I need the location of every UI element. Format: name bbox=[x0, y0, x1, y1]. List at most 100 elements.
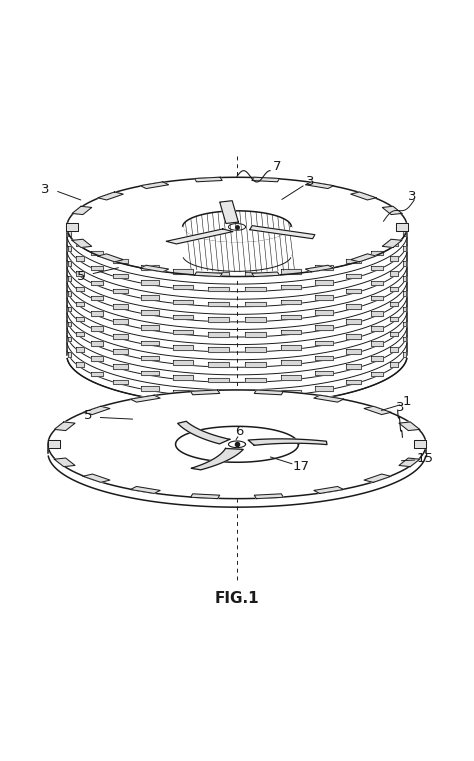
Text: 15: 15 bbox=[417, 452, 434, 465]
Polygon shape bbox=[252, 272, 280, 276]
Polygon shape bbox=[113, 334, 128, 339]
Polygon shape bbox=[403, 291, 406, 296]
Polygon shape bbox=[113, 380, 128, 384]
Polygon shape bbox=[315, 386, 333, 390]
Polygon shape bbox=[281, 375, 301, 380]
Polygon shape bbox=[166, 229, 233, 244]
Polygon shape bbox=[67, 177, 407, 276]
Polygon shape bbox=[245, 302, 265, 307]
Polygon shape bbox=[68, 337, 71, 342]
Polygon shape bbox=[68, 276, 71, 281]
Polygon shape bbox=[245, 362, 265, 367]
Polygon shape bbox=[91, 326, 103, 331]
Polygon shape bbox=[254, 494, 283, 498]
Text: 5: 5 bbox=[77, 270, 85, 283]
Polygon shape bbox=[173, 375, 193, 380]
Polygon shape bbox=[391, 347, 398, 352]
Polygon shape bbox=[371, 371, 383, 376]
Polygon shape bbox=[403, 337, 406, 342]
Polygon shape bbox=[209, 393, 229, 397]
Polygon shape bbox=[364, 406, 391, 415]
Polygon shape bbox=[141, 265, 159, 269]
Polygon shape bbox=[371, 296, 383, 301]
Polygon shape bbox=[98, 254, 123, 262]
Polygon shape bbox=[209, 287, 229, 291]
Polygon shape bbox=[140, 182, 169, 189]
Polygon shape bbox=[76, 301, 83, 306]
Polygon shape bbox=[91, 266, 103, 270]
Polygon shape bbox=[191, 390, 220, 395]
Polygon shape bbox=[76, 347, 83, 352]
Polygon shape bbox=[245, 317, 265, 322]
Polygon shape bbox=[98, 192, 123, 200]
Polygon shape bbox=[141, 341, 159, 345]
Polygon shape bbox=[403, 261, 406, 266]
Polygon shape bbox=[72, 239, 92, 247]
Polygon shape bbox=[141, 310, 159, 315]
Polygon shape bbox=[281, 390, 301, 395]
Polygon shape bbox=[68, 231, 71, 235]
Polygon shape bbox=[346, 274, 361, 279]
Polygon shape bbox=[55, 458, 75, 466]
Polygon shape bbox=[305, 182, 334, 189]
Polygon shape bbox=[55, 422, 75, 431]
Polygon shape bbox=[346, 349, 361, 354]
Polygon shape bbox=[314, 486, 344, 493]
Polygon shape bbox=[173, 300, 193, 304]
Polygon shape bbox=[245, 393, 265, 397]
Polygon shape bbox=[141, 371, 159, 375]
Polygon shape bbox=[209, 272, 229, 276]
Polygon shape bbox=[346, 380, 361, 384]
Polygon shape bbox=[315, 326, 333, 330]
Polygon shape bbox=[346, 259, 361, 263]
Polygon shape bbox=[245, 377, 265, 382]
Polygon shape bbox=[76, 362, 83, 367]
Polygon shape bbox=[68, 291, 71, 296]
Polygon shape bbox=[113, 349, 128, 354]
Polygon shape bbox=[391, 332, 398, 336]
Polygon shape bbox=[391, 256, 398, 261]
Polygon shape bbox=[141, 386, 159, 390]
Polygon shape bbox=[315, 295, 333, 300]
Polygon shape bbox=[194, 177, 222, 182]
Polygon shape bbox=[245, 287, 265, 291]
Polygon shape bbox=[140, 266, 169, 272]
Polygon shape bbox=[391, 287, 398, 291]
Polygon shape bbox=[281, 315, 301, 320]
Polygon shape bbox=[76, 317, 83, 321]
Text: FIG.1: FIG.1 bbox=[215, 591, 259, 607]
Polygon shape bbox=[391, 362, 398, 367]
Polygon shape bbox=[351, 254, 376, 262]
Polygon shape bbox=[91, 341, 103, 345]
Polygon shape bbox=[68, 322, 71, 326]
Polygon shape bbox=[403, 352, 406, 356]
Polygon shape bbox=[178, 422, 230, 444]
Polygon shape bbox=[173, 330, 193, 335]
Polygon shape bbox=[91, 250, 103, 255]
Polygon shape bbox=[315, 371, 333, 375]
Polygon shape bbox=[76, 272, 83, 276]
Polygon shape bbox=[371, 250, 383, 255]
Polygon shape bbox=[403, 322, 406, 326]
Polygon shape bbox=[371, 281, 383, 285]
Polygon shape bbox=[371, 356, 383, 361]
Polygon shape bbox=[113, 289, 128, 294]
Polygon shape bbox=[68, 352, 71, 356]
Polygon shape bbox=[248, 439, 327, 445]
Text: 7: 7 bbox=[273, 161, 282, 174]
Polygon shape bbox=[141, 326, 159, 330]
Polygon shape bbox=[315, 265, 333, 269]
Polygon shape bbox=[371, 326, 383, 331]
Polygon shape bbox=[130, 395, 160, 402]
Polygon shape bbox=[364, 474, 391, 482]
Polygon shape bbox=[254, 390, 283, 395]
Polygon shape bbox=[245, 272, 265, 276]
Polygon shape bbox=[72, 206, 92, 215]
Polygon shape bbox=[399, 422, 419, 431]
Polygon shape bbox=[209, 347, 229, 352]
Polygon shape bbox=[305, 266, 334, 272]
Polygon shape bbox=[182, 227, 292, 255]
Polygon shape bbox=[141, 355, 159, 360]
Polygon shape bbox=[391, 301, 398, 306]
Polygon shape bbox=[245, 333, 265, 336]
